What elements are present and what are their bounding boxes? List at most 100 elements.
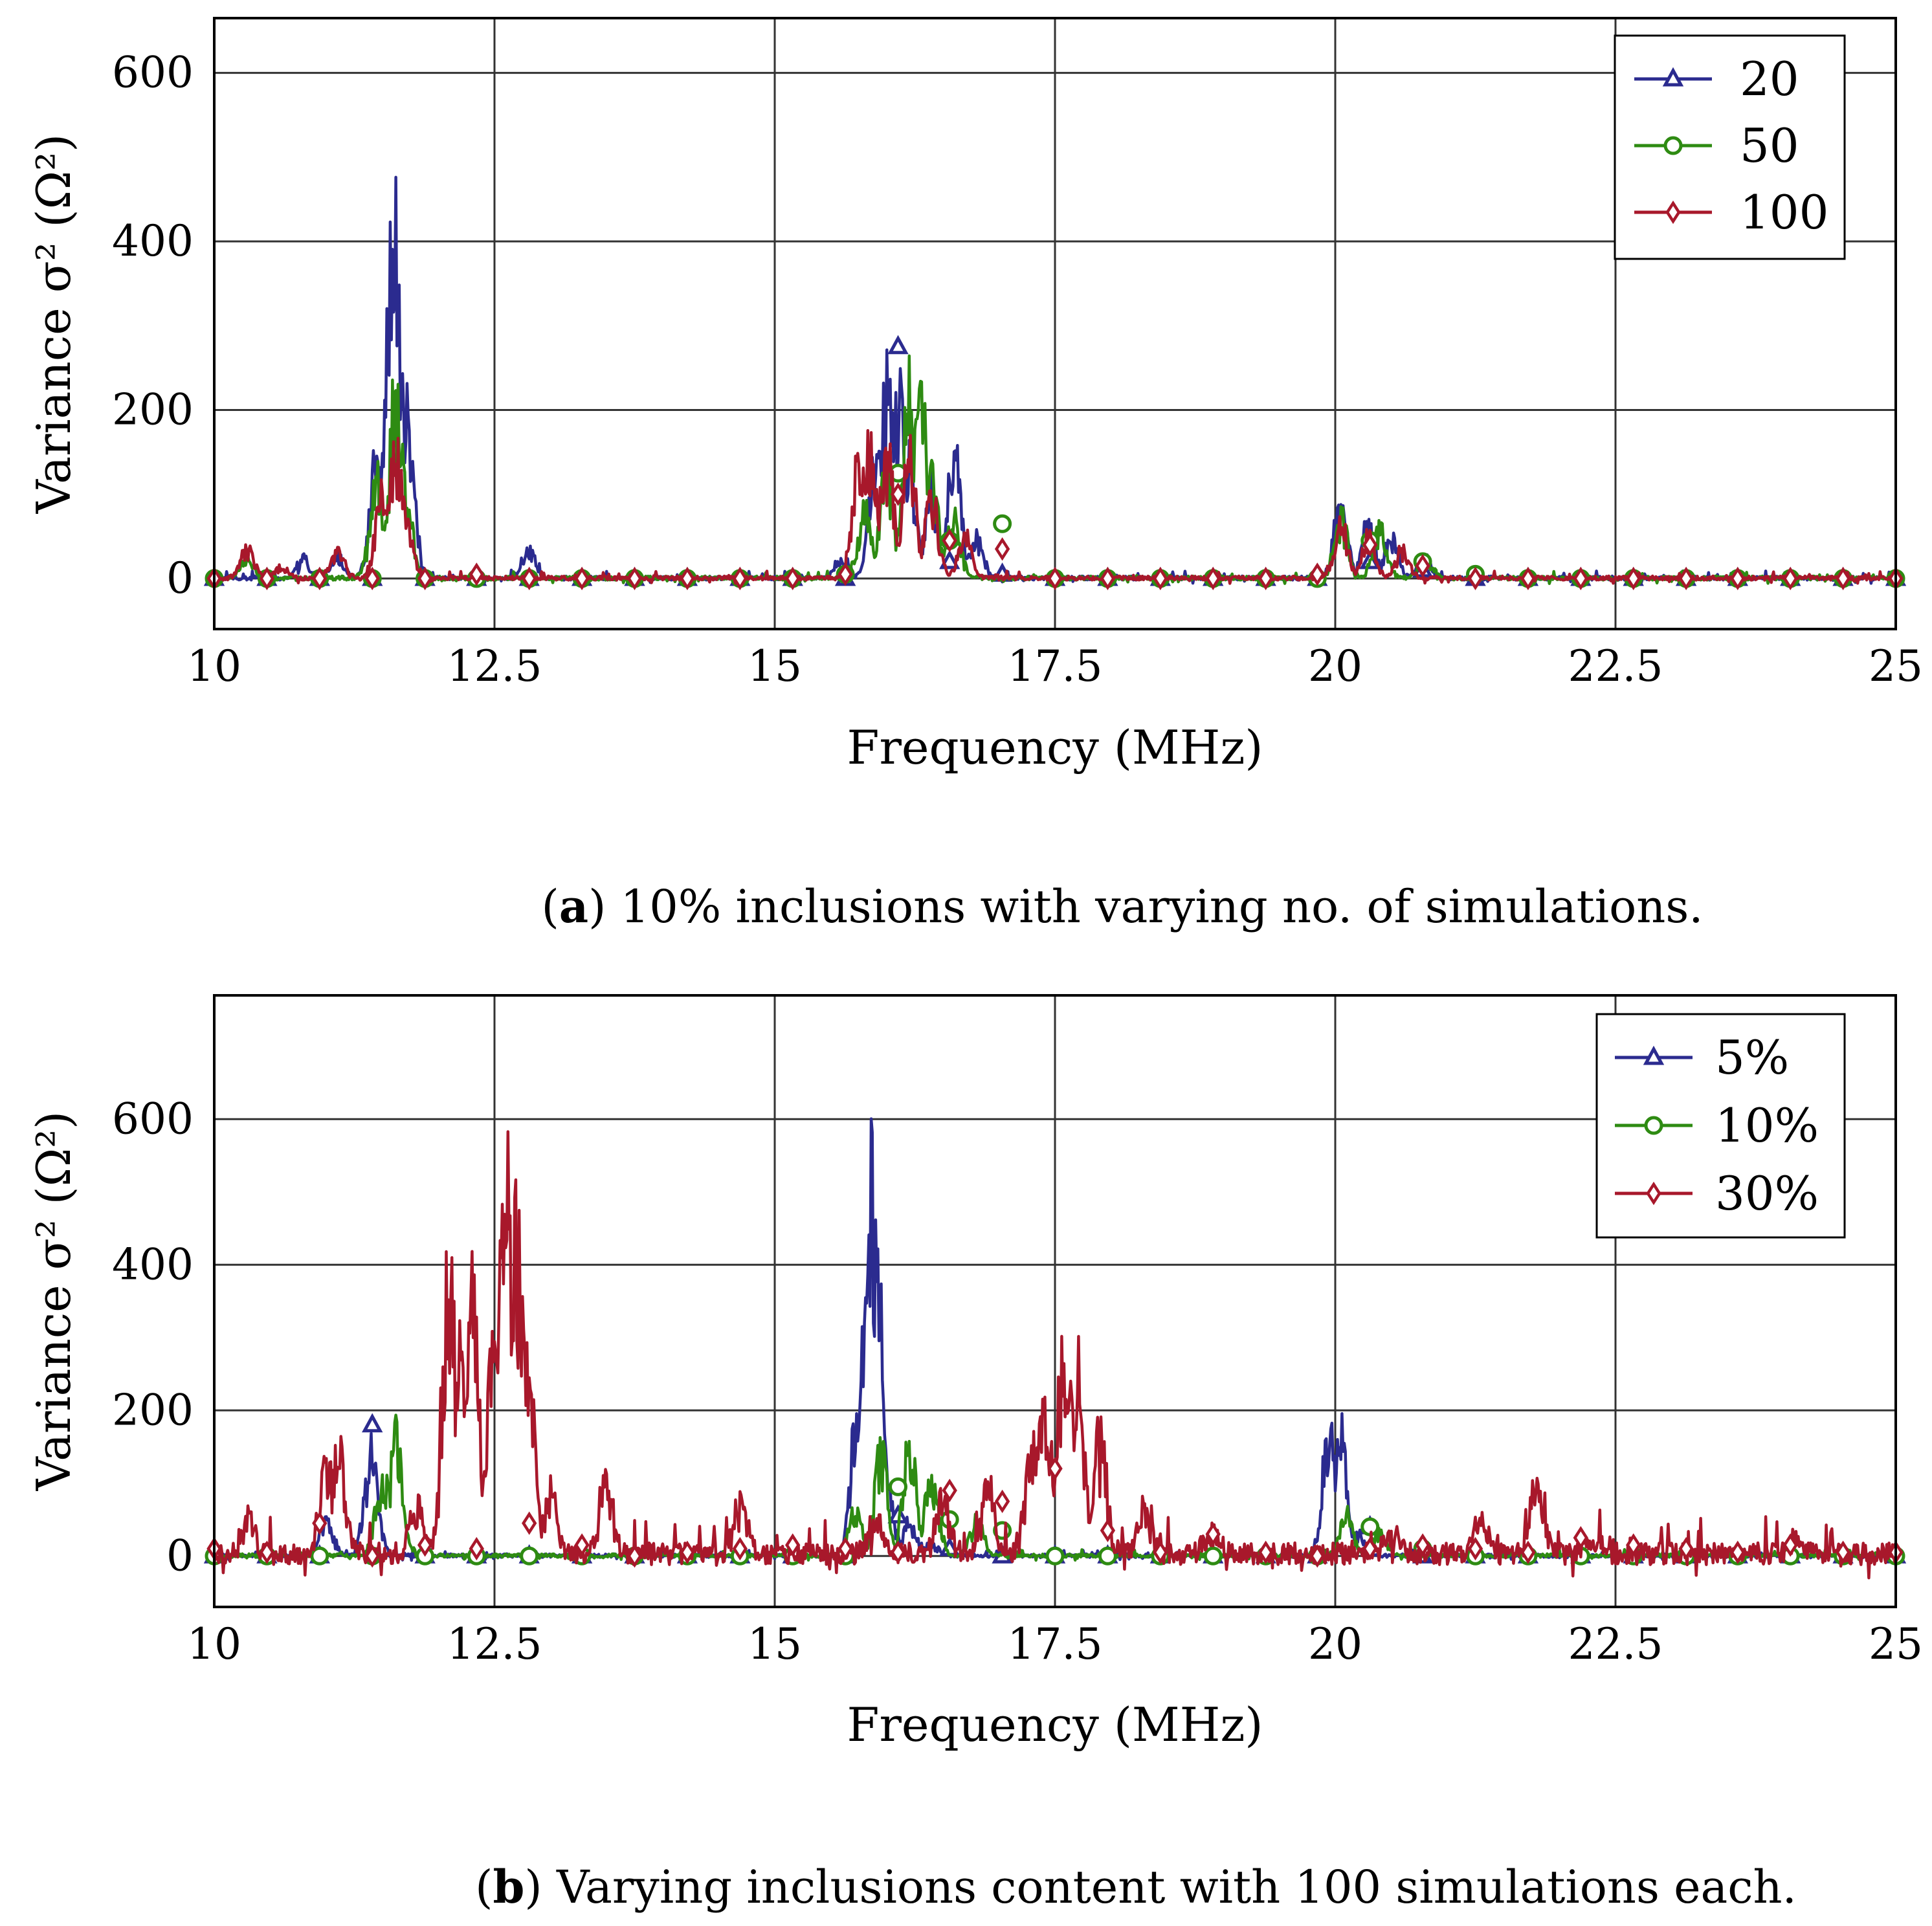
data-point-30% (1415, 1533, 1430, 1557)
data-point-100 (1678, 566, 1694, 591)
data-point-30% (890, 1540, 906, 1564)
y-tick-label: 600 (112, 1094, 194, 1144)
caption-a: (a) 10% inclusions with varying no. of s… (541, 880, 1703, 933)
data-point-100 (1309, 562, 1325, 586)
data-point-30% (417, 1533, 433, 1557)
x-tick-label: 25 (1869, 641, 1923, 691)
data-point-30% (1362, 1536, 1378, 1561)
y-tick-label: 400 (112, 1239, 194, 1289)
data-point-100 (994, 537, 1010, 561)
x-tick-label: 22.5 (1568, 1619, 1663, 1669)
data-point-100 (1100, 566, 1116, 591)
data-point-30% (1835, 1540, 1851, 1564)
data-point-10% (889, 1477, 908, 1496)
x-axis-label-a: Frequency (MHz) (847, 720, 1263, 775)
data-point-30% (838, 1536, 853, 1561)
data-point-30% (1153, 1540, 1168, 1564)
data-point-100 (522, 566, 537, 591)
data-point-100 (1782, 566, 1798, 591)
data-point-100 (1835, 566, 1851, 591)
data-point-100 (1573, 566, 1588, 591)
y-tick-label: 400 (112, 216, 194, 266)
x-tick-label: 20 (1308, 641, 1362, 691)
legend-marker-10% (1644, 1116, 1663, 1135)
legend-marker-20 (1662, 67, 1684, 87)
plot-frame-a (213, 17, 1897, 630)
data-point-30% (469, 1536, 484, 1561)
series-group-a (203, 175, 1907, 591)
data-point-10% (310, 1546, 329, 1566)
data-point-100 (890, 482, 906, 506)
data-point-30% (522, 1511, 537, 1535)
data-point-100 (574, 566, 590, 591)
data-point-100 (680, 566, 695, 591)
data-point-50 (993, 514, 1012, 533)
data-point-100 (1626, 566, 1641, 591)
data-point-10% (1203, 1546, 1223, 1566)
data-point-30% (942, 1478, 957, 1503)
data-point-100 (942, 529, 957, 553)
y-tick-label: 0 (166, 1531, 194, 1580)
y-axis-label-a: Variance σ² (Ω²) (27, 134, 81, 515)
legend-label-10%: 10% (1715, 1098, 1819, 1153)
legend-label-30%: 30% (1715, 1166, 1819, 1221)
y-axis-label-b: Variance σ² (Ω²) (27, 1111, 81, 1492)
plot-frame-b (213, 994, 1897, 1608)
legend-label-100: 100 (1740, 185, 1828, 239)
y-tick-label: 600 (112, 48, 194, 98)
data-point-30% (364, 1544, 380, 1568)
data-point-30% (312, 1511, 328, 1535)
legend-marker-100 (1665, 200, 1681, 225)
x-tick-label: 20 (1308, 1619, 1362, 1669)
data-point-30% (994, 1489, 1010, 1514)
data-point-30% (1626, 1533, 1641, 1557)
x-tick-label: 12.5 (447, 641, 542, 691)
x-tick-label: 22.5 (1568, 641, 1663, 691)
legend-label-20: 20 (1740, 52, 1799, 106)
data-point-30% (785, 1533, 801, 1557)
x-tick-label: 15 (748, 641, 802, 691)
chart-panel-a: 10 12.5 15 17.5 20 22.5 25 0 200 400 600 Frequency… (27, 17, 1923, 933)
data-point-100 (785, 566, 801, 591)
data-point-100 (1415, 554, 1430, 578)
data-point-100 (364, 566, 380, 591)
data-point-100 (312, 566, 328, 591)
data-point-30% (1678, 1536, 1694, 1561)
x-tick-label: 25 (1869, 1619, 1923, 1669)
legend-b: 5% 10% 30% (1595, 1013, 1846, 1239)
tick-labels-a: 10 12.5 15 17.5 20 22.5 25 0 200 400 600 (112, 48, 1923, 691)
x-tick-label: 17.5 (1008, 1619, 1103, 1669)
x-tick-label: 12.5 (447, 1619, 542, 1669)
tick-labels-b: 10 12.5 15 17.5 20 22.5 25 0 200 400 600 (112, 1094, 1923, 1669)
data-point-30% (1730, 1540, 1746, 1564)
data-point-30% (627, 1544, 643, 1568)
legend-marker-30% (1646, 1181, 1661, 1206)
x-tick-label: 10 (187, 641, 241, 691)
data-point-100 (417, 566, 433, 591)
x-tick-label: 10 (187, 1619, 241, 1669)
y-tick-label: 200 (112, 384, 194, 434)
data-point-30% (259, 1540, 275, 1564)
legend-marker-50 (1663, 136, 1683, 155)
data-point-30% (680, 1540, 695, 1564)
data-point-30% (1205, 1522, 1221, 1546)
y-tick-label: 200 (112, 1385, 194, 1435)
data-point-30% (1467, 1536, 1483, 1561)
x-tick-label: 17.5 (1008, 641, 1103, 691)
data-point-30% (1782, 1533, 1798, 1557)
data-point-10% (520, 1546, 539, 1566)
legend-label-50: 50 (1740, 118, 1799, 173)
data-point-100 (838, 562, 853, 586)
y-tick-label: 0 (166, 553, 194, 603)
data-point-10% (1045, 1546, 1065, 1566)
data-point-100 (1153, 566, 1168, 591)
data-point-30% (1573, 1525, 1588, 1550)
data-point-100 (1258, 566, 1274, 591)
legend-a: 20 50 100 (1614, 34, 1846, 260)
legend-label-5%: 5% (1715, 1030, 1789, 1085)
data-point-20 (887, 335, 909, 355)
data-point-30% (574, 1533, 590, 1557)
data-point-100 (259, 566, 275, 591)
data-point-100 (627, 566, 643, 591)
